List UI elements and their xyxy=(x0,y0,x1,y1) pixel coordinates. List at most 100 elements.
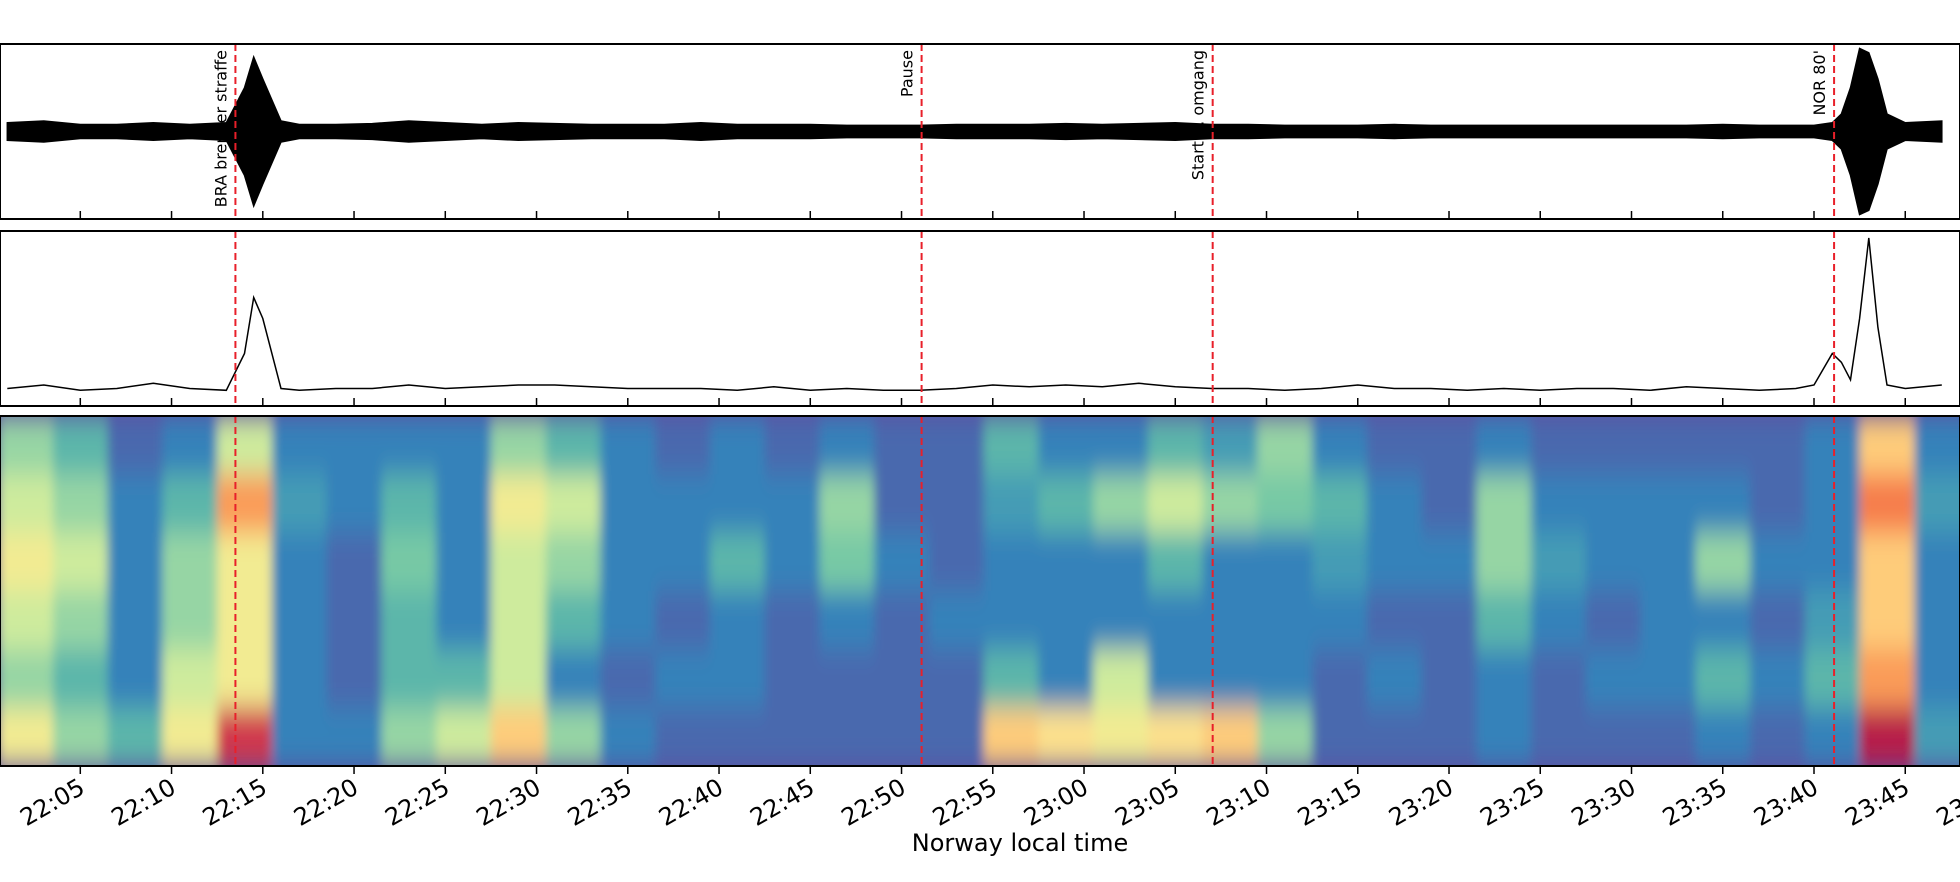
spectrogram-cell xyxy=(545,532,601,592)
spectrogram-cell xyxy=(1859,416,1915,475)
spectrogram-cell xyxy=(436,707,492,766)
spectrogram-cell xyxy=(819,416,875,475)
spectrogram-cell xyxy=(1804,416,1861,475)
spectrogram-cell xyxy=(1531,474,1587,534)
spectrogram-cell xyxy=(0,416,54,475)
event-label: Start 2. omgang xyxy=(1189,50,1208,180)
spectrogram-cell xyxy=(1750,416,1806,475)
x-tick-label: 22:40 xyxy=(654,773,728,832)
spectrogram-cell xyxy=(1476,591,1532,650)
spectrogram-cell xyxy=(0,532,54,592)
spectrogram-cell xyxy=(1695,649,1751,709)
x-tick-label: 22:20 xyxy=(289,773,363,832)
spectrogram-cell xyxy=(655,474,711,534)
spectrogram-cell xyxy=(1804,591,1861,650)
spectrogram-cell xyxy=(490,649,547,709)
spectrogram-cell xyxy=(764,532,820,592)
spectrogram-cell xyxy=(1585,649,1642,709)
spectrogram-cell xyxy=(326,416,382,475)
spectrogram-cell xyxy=(162,649,218,709)
x-tick-label: 22:30 xyxy=(472,773,546,832)
x-tick-label: 23:50 xyxy=(1932,773,1960,832)
spectrogram-cell xyxy=(655,532,711,592)
spectrogram-cell xyxy=(1147,649,1204,709)
spectrogram-cell xyxy=(1257,416,1313,475)
spectrogram-cell xyxy=(655,707,711,766)
spectrogram-cell xyxy=(1147,474,1204,534)
spectrogram-cell xyxy=(1695,416,1751,475)
spectrogram-cell xyxy=(1695,474,1751,534)
spectrogram-cell xyxy=(928,649,985,709)
spectrogram-cell xyxy=(490,707,547,766)
spectrogram-cell xyxy=(107,416,163,475)
spectrogram-cell xyxy=(1585,707,1642,766)
spectrogram-cell xyxy=(1312,591,1368,650)
spectrogram-cell xyxy=(271,649,328,709)
event-label: NOR 80' xyxy=(1810,50,1829,116)
spectrogram-cell xyxy=(490,474,547,534)
x-tick-label: 23:25 xyxy=(1475,773,1549,832)
spectrogram-cell xyxy=(1914,474,1960,534)
panel-frame xyxy=(0,230,1960,407)
spectrogram-cell xyxy=(1476,532,1532,592)
panel-frame xyxy=(0,43,1960,220)
spectrogram-cell xyxy=(819,532,875,592)
spectrogram-cell xyxy=(764,591,820,650)
spectrogram-cell xyxy=(764,416,820,475)
spectrogram-cell xyxy=(1093,707,1149,766)
spectrogram-cell xyxy=(381,416,437,475)
spectrogram-cell xyxy=(1914,649,1960,709)
spectrogram-cell xyxy=(1312,474,1368,534)
spectrogram-cell xyxy=(1312,649,1368,709)
spectrogram-cell xyxy=(1366,474,1423,534)
spectrogram-cell xyxy=(600,649,656,709)
spectrogram-cell xyxy=(381,707,437,766)
spectrogram-cell xyxy=(545,416,601,475)
waveform xyxy=(6,47,1943,216)
spectrogram-cell xyxy=(52,591,109,650)
spectrogram-cell xyxy=(1476,707,1532,766)
spectrogram-cell xyxy=(1640,532,1696,592)
spectrogram-cell xyxy=(217,416,273,475)
spectrogram-cell xyxy=(709,649,766,709)
spectrogram-cell xyxy=(1640,474,1696,534)
spectrogram-cell xyxy=(162,591,218,650)
spectrogram-cell xyxy=(1147,416,1204,475)
spectrogram-cell xyxy=(52,649,109,709)
spectrogram-cell xyxy=(490,532,547,592)
spectrogram-cell xyxy=(1750,649,1806,709)
spectrogram-cell xyxy=(436,649,492,709)
spectrogram-cell xyxy=(217,591,273,650)
spectrogram-cell xyxy=(381,591,437,650)
spectrogram-cell xyxy=(107,591,163,650)
spectrogram-cell xyxy=(983,707,1039,766)
spectrogram-cell xyxy=(1531,532,1587,592)
spectrogram-cell xyxy=(1147,591,1204,650)
spectrogram-cell xyxy=(1093,591,1149,650)
spectrogram-cell xyxy=(1531,591,1587,650)
spectrogram-cell xyxy=(764,649,820,709)
spectrogram-cell xyxy=(1750,474,1806,534)
spectrogram-cell xyxy=(1750,532,1806,592)
spectrogram-cell xyxy=(1585,474,1642,534)
envelope-line xyxy=(7,237,1942,392)
spectrogram-cell xyxy=(1257,707,1313,766)
spectrogram-cell xyxy=(545,649,601,709)
spectrogram-cell xyxy=(0,474,54,534)
spectrogram-cell xyxy=(162,474,218,534)
spectrogram-cell xyxy=(928,532,985,592)
spectrogram-cell xyxy=(326,474,382,534)
spectrogram-cell xyxy=(655,649,711,709)
spectrogram-cell xyxy=(52,474,109,534)
x-tick-label: 23:40 xyxy=(1749,773,1823,832)
spectrogram-cell xyxy=(1804,707,1861,766)
spectrogram-cell xyxy=(381,532,437,592)
spectrogram-cell xyxy=(0,591,54,650)
spectrogram-cell xyxy=(1531,416,1587,475)
spectrogram-cell xyxy=(1257,474,1313,534)
spectrogram-cell xyxy=(600,591,656,650)
x-tick-label: 22:25 xyxy=(380,773,454,832)
spectrogram-cell xyxy=(326,707,382,766)
spectrogram-cell xyxy=(162,416,218,475)
